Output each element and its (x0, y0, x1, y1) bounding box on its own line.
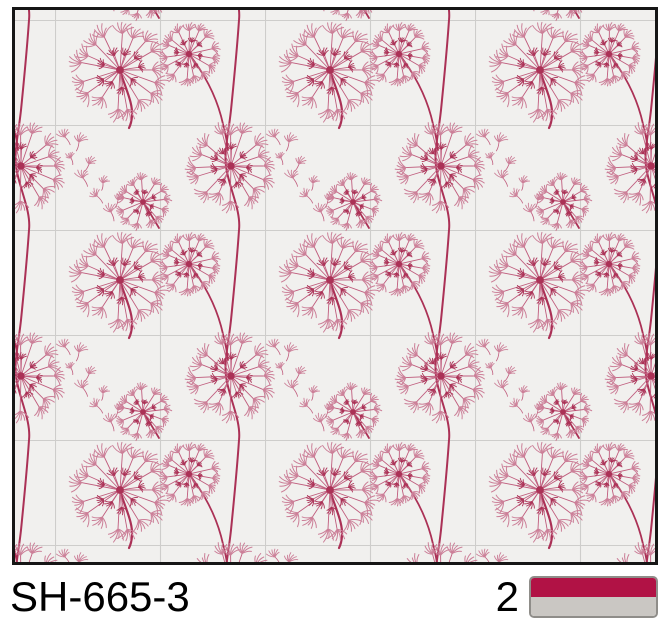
wallpaper-pattern-image (12, 7, 658, 565)
info-bar: SH-665-3 2 (0, 570, 666, 624)
product-code-label: SH-665-3 (10, 573, 190, 620)
color-swatch (529, 576, 658, 618)
swatch-color-secondary (531, 597, 656, 616)
quantity-label: 2 (495, 573, 519, 620)
swatch-color-primary (531, 578, 656, 597)
dandelion-pattern-svg (15, 10, 655, 562)
